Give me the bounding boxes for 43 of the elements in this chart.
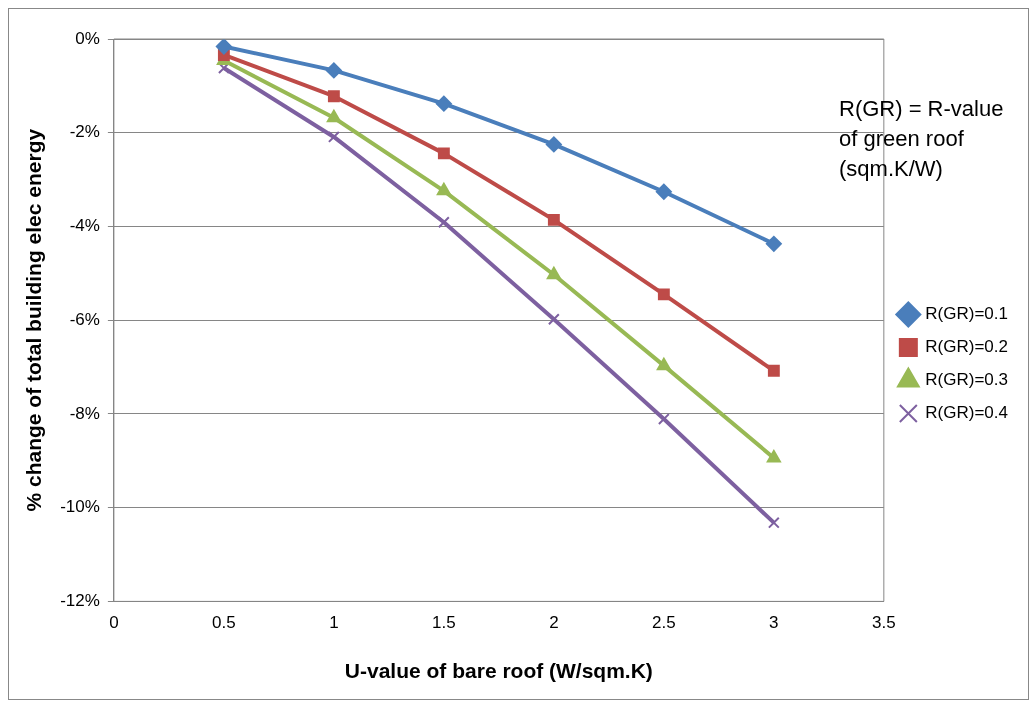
x-tick-label: 0 xyxy=(109,613,119,633)
y-tick-label: -4% xyxy=(69,216,100,236)
point xyxy=(657,288,670,301)
y-tick-label: 0% xyxy=(75,28,100,48)
x-tick-label: 3.5 xyxy=(872,613,896,633)
y-tick-label: -12% xyxy=(60,591,100,611)
x-axis-title: U-value of bare roof (W/sqm.K) xyxy=(344,659,653,683)
point xyxy=(327,90,340,103)
point xyxy=(655,183,672,200)
point xyxy=(547,213,560,226)
x-tick-label: 1.5 xyxy=(432,613,456,633)
annotation: R(GR) = R-value of green roof (sqm.K/W) xyxy=(839,95,1005,183)
x-tick-label: 0.5 xyxy=(212,613,236,633)
legend-label: R(GR)=0.4 xyxy=(925,403,1009,423)
point xyxy=(546,266,561,280)
y-tick-label: -2% xyxy=(69,122,100,142)
point xyxy=(326,109,341,123)
y-tick-label: -10% xyxy=(60,497,100,517)
legend-label: R(GR)=0.2 xyxy=(925,337,1009,357)
point xyxy=(436,182,451,196)
x-tick-label: 2 xyxy=(549,613,559,633)
point xyxy=(765,235,782,252)
x-tick-label: 2.5 xyxy=(652,613,676,633)
point xyxy=(215,39,232,55)
point xyxy=(656,357,671,371)
point xyxy=(767,364,780,377)
point xyxy=(767,516,780,529)
point xyxy=(437,216,450,229)
point xyxy=(766,449,781,463)
point xyxy=(327,131,340,143)
legend-label: R(GR)=0.1 xyxy=(925,304,1009,324)
point xyxy=(657,413,670,426)
y-tick-label: -8% xyxy=(69,403,100,423)
point xyxy=(547,313,560,326)
x-tick-label: 1 xyxy=(329,613,339,633)
x-tick-label: 3 xyxy=(769,613,779,633)
point xyxy=(325,62,342,79)
y-axis-title: % change of total building elec energy xyxy=(22,128,46,512)
legend-label: R(GR)=0.3 xyxy=(925,370,1009,390)
point xyxy=(437,147,450,160)
point xyxy=(435,95,452,112)
y-tick-label: -6% xyxy=(69,309,100,329)
point xyxy=(545,136,562,153)
